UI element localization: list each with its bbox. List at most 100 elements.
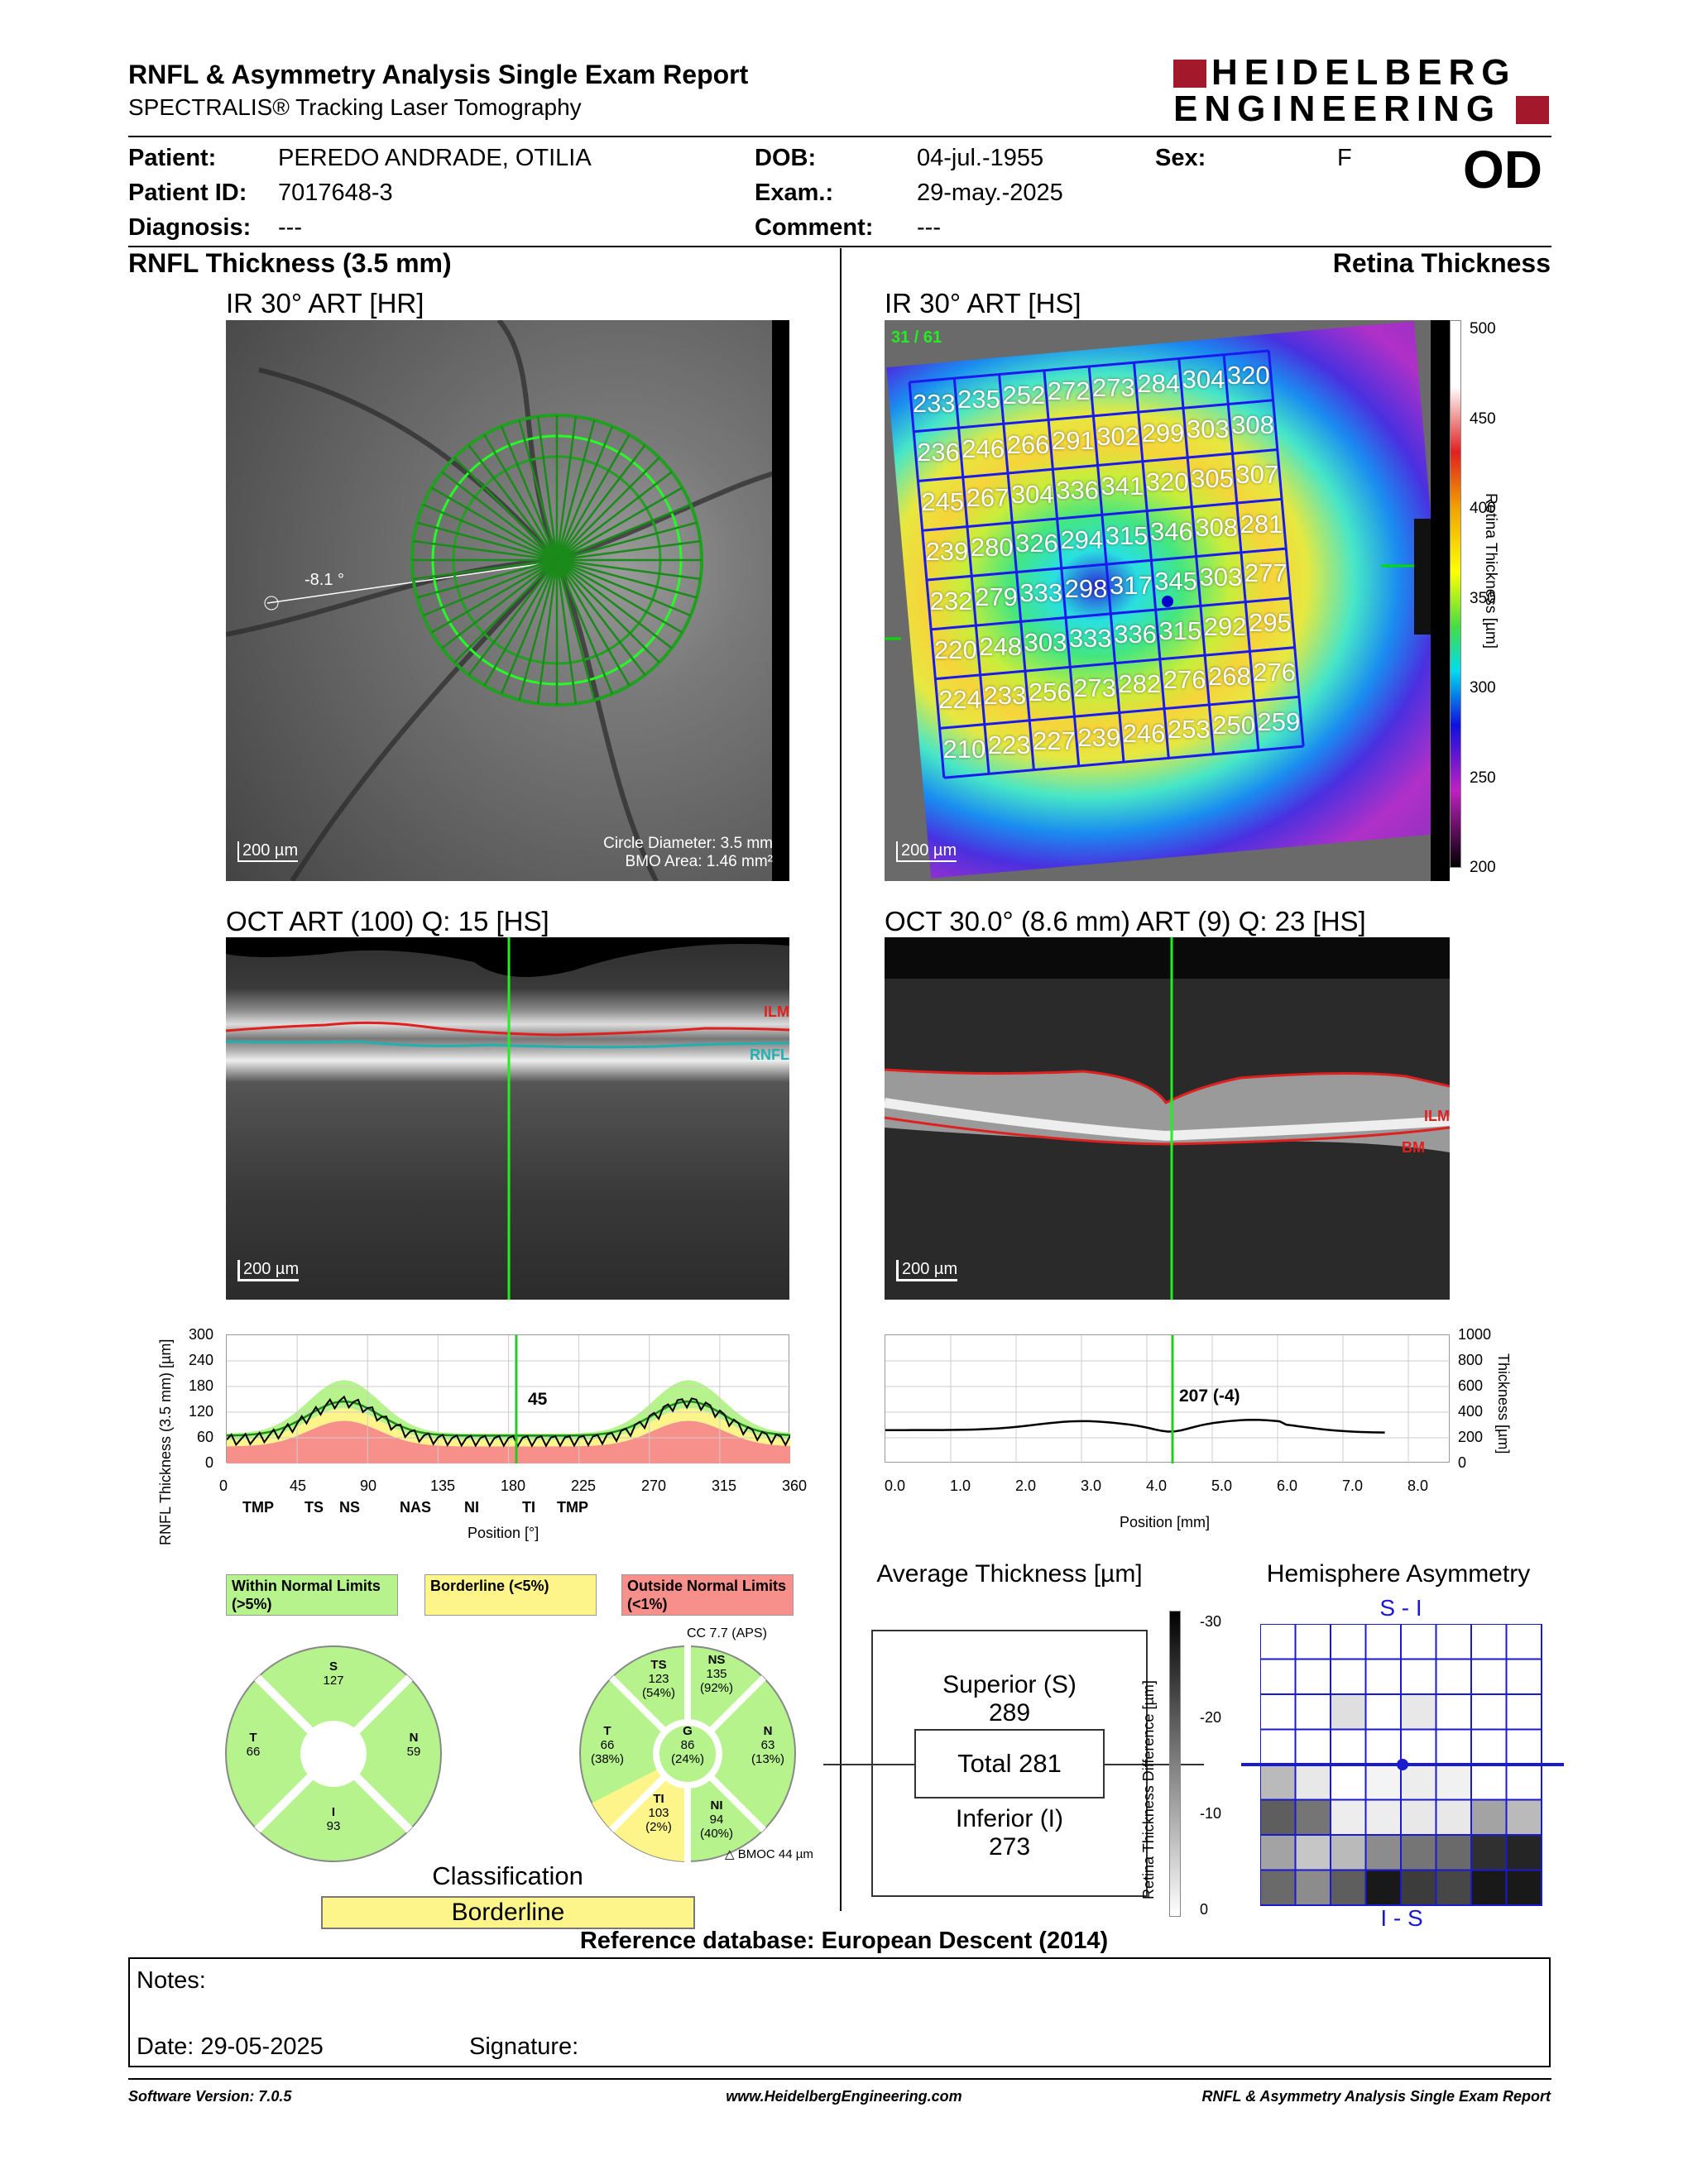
asymmetry-cell (1294, 1798, 1331, 1836)
thickness-cell: 292 (1203, 611, 1247, 641)
thickness-cell: 233 (912, 388, 956, 418)
thickness-cell: 239 (1077, 722, 1121, 752)
asymmetry-cell (1470, 1728, 1508, 1765)
retina-xtick: 1.0 (950, 1478, 971, 1494)
scan-spoke (416, 521, 558, 562)
grid-line (1267, 350, 1305, 747)
thickness-cell: 341 (1101, 472, 1144, 501)
thickness-cell: 281 (1240, 509, 1283, 539)
thickness-cell: 345 (1154, 566, 1197, 596)
colorbar-tick: 450 (1470, 410, 1496, 428)
asymmetry-cell (1400, 1623, 1437, 1660)
thickness-cell: 250 (1212, 711, 1255, 740)
signature-label: Signature: (469, 2033, 579, 2060)
cc-label: CC 7.7 (APS) (687, 1626, 767, 1640)
asymmetry-cell (1435, 1693, 1472, 1731)
asymmetry-cell (1294, 1834, 1331, 1871)
rnfl-xtick: 135 (430, 1478, 456, 1494)
thickness-cell: 346 (1150, 517, 1193, 547)
asymmetry-cell (1364, 1798, 1402, 1836)
scan-spoke (556, 521, 698, 562)
colorbar-tick: 400 (1470, 500, 1496, 517)
asymmetry-cell (1470, 1834, 1508, 1871)
scan-spoke (518, 559, 559, 701)
asymmetry-cell (1259, 1764, 1297, 1801)
grid-line (1177, 358, 1216, 754)
thickness-cell: 333 (1068, 624, 1112, 654)
asymmetry-cell (1470, 1869, 1508, 1906)
grid-line (1222, 354, 1260, 751)
thickness-cell: 272 (1047, 376, 1091, 406)
sex-value: F (1337, 145, 1352, 171)
scan-spoke (556, 471, 673, 561)
thickness-cell: 233 (983, 681, 1027, 711)
rnfl-xtick: 90 (360, 1478, 377, 1494)
thickness-cell: 232 (929, 586, 973, 615)
scan-spoke (441, 559, 558, 649)
thickness-cell: 252 (1002, 381, 1046, 410)
footer-website[interactable]: www.HeidelbergEngineering.com (726, 2088, 962, 2105)
asymmetry-cell (1435, 1834, 1472, 1871)
asymmetry-tick: -10 (1200, 1805, 1222, 1822)
asymmetry-cell (1505, 1869, 1542, 1906)
asymmetry-cell (1400, 1834, 1437, 1871)
asymmetry-cell (1435, 1764, 1472, 1801)
circle-info: Circle Diameter: 3.5 mm BMO Area: 1.46 mm… (603, 835, 773, 870)
thickness-cell: 239 (925, 536, 969, 566)
sex-label: Sex: (1155, 145, 1206, 171)
oct-scalebar-right: 200 µm (896, 1260, 958, 1281)
thickness-cell: 259 (1257, 706, 1301, 736)
scan-spoke (556, 558, 698, 599)
grid-line (939, 695, 1300, 730)
asymmetry-cell (1470, 1693, 1508, 1731)
thickness-cell: 245 (921, 487, 965, 517)
thickness-cell: 304 (1182, 365, 1225, 394)
left-section-title: RNFL Thickness (3.5 mm) (128, 248, 452, 278)
thickness-cell: 268 (1208, 661, 1251, 691)
retina-profile (885, 1419, 1385, 1434)
asymmetry-cell (1259, 1834, 1297, 1871)
asymmetry-cell (1259, 1869, 1297, 1906)
scan-spoke (555, 425, 614, 561)
grid-line (935, 646, 1295, 681)
scan-spoke (413, 539, 558, 562)
delta-icon: △ (725, 1847, 735, 1861)
thickness-cell: 326 (1015, 529, 1058, 558)
legend-outside: Outside Normal Limits (<1%) (621, 1574, 794, 1616)
rnfl-sector-label: TS (305, 1499, 324, 1516)
scan-spoke (413, 558, 558, 581)
scan-spoke (556, 558, 692, 617)
asymmetry-cell (1364, 1869, 1402, 1906)
scan-spoke (483, 559, 559, 687)
scan-spoke (556, 558, 683, 634)
grid-line (931, 596, 1291, 631)
retina-profile-graph: 207 (-4) (885, 1334, 1451, 1463)
scan-spoke (556, 486, 683, 562)
asymmetry-cell (1505, 1658, 1542, 1695)
thickness-cell: 294 (1060, 524, 1104, 554)
asymmetry-cell (1435, 1798, 1472, 1836)
pie1-inferior: I 93 (326, 1805, 341, 1833)
asymmetry-cell (1505, 1623, 1542, 1660)
asymmetry-cell (1364, 1834, 1402, 1871)
oct-ilm-label: ILM (764, 1003, 789, 1020)
rnfl-sector-label: NS (339, 1499, 361, 1516)
scan-spoke (555, 419, 596, 561)
scan-spoke (555, 433, 631, 561)
exam-labels: DOB: Exam.: Comment: (755, 145, 874, 241)
rnfl-ytick: 240 (188, 1352, 213, 1368)
rnfl-ytick: 180 (188, 1377, 213, 1394)
asymmetry-cell (1364, 1764, 1402, 1801)
scan-spoke (556, 444, 646, 561)
thickness-cell: 315 (1105, 520, 1149, 550)
sector-pie-6: TS 123 (54%) NS 135 (92%) T 66 (38%) G 86 (24%) … (578, 1645, 797, 1863)
thickness-cell: 305 (1191, 463, 1234, 493)
grid-line (909, 349, 1269, 384)
thickness-cell: 320 (1226, 361, 1270, 390)
rnfl-graph-xlabel: Position [°] (468, 1525, 539, 1541)
asymmetry-cell (1435, 1728, 1472, 1765)
rnfl-oct-bscan: ILM RNFL 200 µm (226, 937, 789, 1300)
thickness-cell: 273 (1092, 372, 1135, 402)
rnfl-xtick: 225 (571, 1478, 597, 1494)
ir-scalebar: 200 µm (237, 841, 299, 862)
